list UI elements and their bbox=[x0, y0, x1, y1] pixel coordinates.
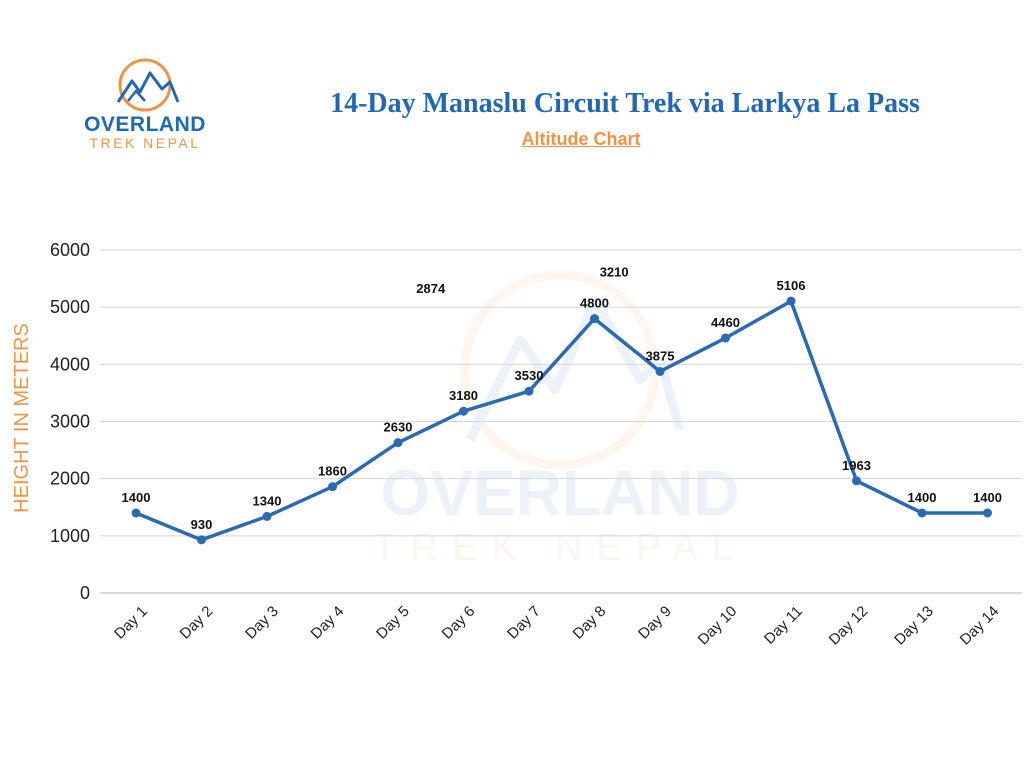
page-title: 14-Day Manaslu Circuit Trek via Larkya L… bbox=[330, 88, 920, 119]
data-label: 4460 bbox=[711, 315, 740, 330]
brand-logo: OVERLAND TREK NEPAL bbox=[70, 55, 220, 155]
x-tick-label: Day 9 bbox=[635, 603, 675, 643]
mountain-logo-icon bbox=[116, 58, 180, 112]
y-axis: 0 1000 2000 3000 4000 5000 6000 bbox=[50, 240, 90, 603]
watermark: OVERLAND TREK NEPAL bbox=[373, 270, 747, 569]
data-label: 4800 bbox=[580, 296, 609, 311]
series-line bbox=[135, 299, 988, 542]
data-label: 1400 bbox=[908, 490, 937, 505]
chart-grid bbox=[100, 249, 1022, 594]
x-tick-label: Day 14 bbox=[957, 603, 1003, 649]
data-point bbox=[524, 386, 534, 396]
annotation-label: 3210 bbox=[600, 264, 629, 279]
data-point bbox=[983, 508, 992, 518]
x-tick-label: Day 8 bbox=[570, 603, 610, 643]
y-tick-label: 1000 bbox=[50, 526, 90, 546]
series-altitude: 1400 930 1340 1860 2630 3180 3530 4800 3875 4460 5… bbox=[122, 278, 1002, 545]
data-label: 3180 bbox=[449, 388, 478, 403]
y-tick-label: 4000 bbox=[50, 354, 90, 374]
brand-tagline: TREK NEPAL bbox=[89, 135, 201, 151]
watermark-text-main: OVERLAND bbox=[380, 457, 739, 529]
y-axis-label: HEIGHT IN METERS bbox=[11, 323, 33, 513]
x-tick-label: Day 5 bbox=[373, 603, 413, 643]
annotation-label: 2874 bbox=[416, 281, 446, 296]
data-point bbox=[786, 296, 796, 306]
data-label: 1400 bbox=[973, 490, 1002, 505]
data-point bbox=[328, 482, 337, 492]
data-point bbox=[655, 366, 665, 376]
data-label: 930 bbox=[191, 517, 213, 532]
x-tick-label: Day 6 bbox=[439, 603, 479, 643]
x-tick-label: Day 12 bbox=[826, 603, 872, 649]
x-tick-label: Day 1 bbox=[111, 603, 151, 643]
data-point bbox=[197, 535, 206, 545]
data-label: 1860 bbox=[318, 464, 347, 479]
data-label: 1340 bbox=[253, 493, 282, 508]
data-point bbox=[590, 314, 599, 324]
data-point bbox=[917, 508, 927, 518]
page-subtitle: Altitude Chart bbox=[521, 129, 641, 149]
y-tick-label: 3000 bbox=[50, 412, 90, 432]
y-tick-label: 5000 bbox=[50, 297, 90, 317]
x-tick-label: Day 7 bbox=[504, 603, 544, 643]
x-tick-label: Day 3 bbox=[242, 603, 282, 643]
data-label: 5106 bbox=[777, 278, 806, 293]
y-tick-label: 0 bbox=[80, 583, 90, 603]
x-tick-label: Day 10 bbox=[695, 603, 741, 649]
data-point bbox=[262, 511, 272, 521]
y-tick-label: 6000 bbox=[50, 240, 90, 260]
data-point bbox=[721, 333, 730, 343]
x-axis: Day 1 Day 2 Day 3 Day 4 Day 5 Day 6 Day 7 Day 8… bbox=[111, 603, 1002, 649]
data-point bbox=[459, 406, 468, 416]
x-tick-label: Day 13 bbox=[891, 603, 937, 649]
brand-name: OVERLAND bbox=[84, 113, 206, 136]
x-tick-label: Day 4 bbox=[308, 603, 348, 643]
chart-annotations: 2874 3210 bbox=[416, 264, 628, 296]
x-tick-label: Day 11 bbox=[761, 603, 806, 648]
data-point bbox=[131, 508, 141, 518]
x-tick-label: Day 2 bbox=[177, 603, 217, 643]
data-label: 2630 bbox=[384, 420, 413, 435]
watermark-text-sub: TREK NEPAL bbox=[373, 527, 747, 569]
data-label: 1400 bbox=[122, 490, 151, 505]
data-label: 3530 bbox=[515, 368, 544, 383]
data-point bbox=[852, 476, 861, 486]
data-point bbox=[393, 438, 403, 448]
y-tick-label: 2000 bbox=[50, 469, 90, 489]
data-label: 3875 bbox=[646, 348, 675, 363]
data-label: 1963 bbox=[842, 458, 871, 473]
